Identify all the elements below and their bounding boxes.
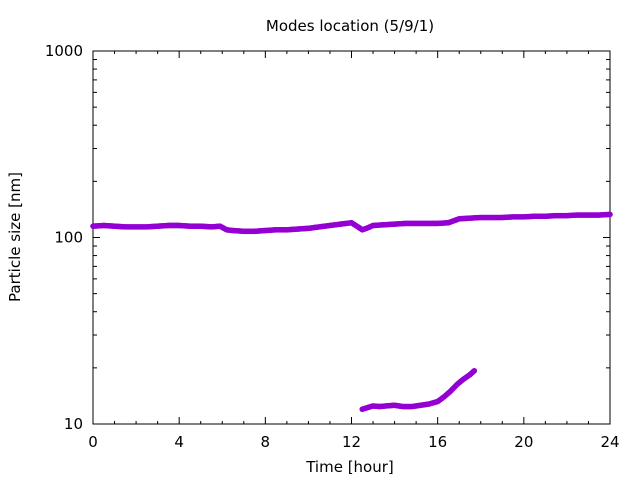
series-1 <box>90 211 613 235</box>
series-2 <box>359 367 478 413</box>
x-tick-label: 16 <box>428 433 447 451</box>
x-tick-label: 24 <box>600 433 619 451</box>
y-tick-label: 1000 <box>45 42 83 60</box>
x-tick-label: 4 <box>174 433 184 451</box>
data-point <box>607 211 613 218</box>
y-tick-label: 100 <box>54 229 83 247</box>
plot-area: 0 4 8 12 16 20 24 10 100 1000 <box>45 42 620 451</box>
plot-frame <box>92 50 611 425</box>
x-axis-label: Time [hour] <box>305 458 394 476</box>
data-point <box>471 367 478 374</box>
x-tick-label: 8 <box>261 433 271 451</box>
x-tick-label: 20 <box>514 433 533 451</box>
y-tick-label: 10 <box>64 415 83 433</box>
x-tick-label: 0 <box>88 433 98 451</box>
x-tick-label: 12 <box>342 433 361 451</box>
chart-title: Modes location (5/9/1) <box>266 17 434 35</box>
y-axis-label: Particle size [nm] <box>6 172 24 302</box>
